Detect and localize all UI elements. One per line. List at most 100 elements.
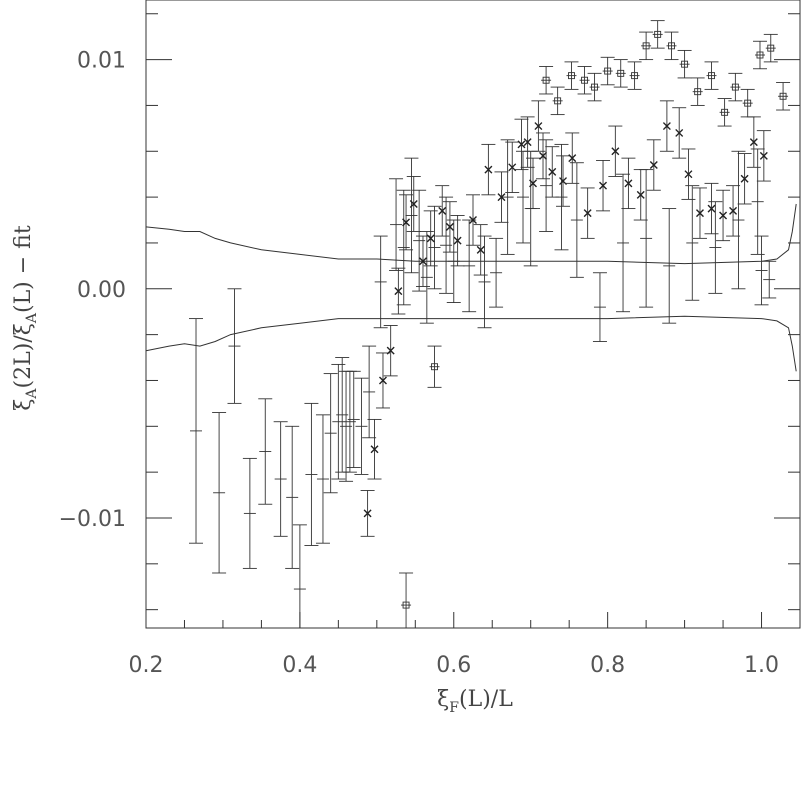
data-point <box>750 148 765 255</box>
data-point <box>737 153 752 205</box>
data-point <box>556 155 571 207</box>
data-point <box>690 77 705 106</box>
tick-labels: 0.2 0.4 0.6 0.8 1.0 −0.01 0.00 0.01 <box>59 49 779 678</box>
data-point <box>608 125 623 177</box>
data-point <box>756 130 771 182</box>
data-point <box>466 194 480 246</box>
data-point <box>762 260 777 299</box>
x-marker <box>453 236 462 245</box>
data-point <box>396 189 411 306</box>
data-point <box>391 267 406 315</box>
data-point <box>763 33 778 63</box>
x-marker <box>740 174 749 183</box>
data-point <box>212 412 227 574</box>
x-marker <box>469 216 477 225</box>
data-point <box>427 345 442 388</box>
data-point <box>754 235 769 306</box>
data-point <box>389 178 404 271</box>
data-point <box>450 214 465 267</box>
data-point <box>662 208 677 324</box>
data-point <box>646 139 661 191</box>
data-point <box>367 418 382 480</box>
x-marker <box>418 257 427 266</box>
data-point <box>592 272 607 342</box>
data-point <box>704 182 719 235</box>
data-point <box>342 370 357 473</box>
data-point <box>477 235 492 329</box>
data-point <box>399 194 414 251</box>
data-point <box>292 524 307 628</box>
y-tick-label: 0.01 <box>77 49 126 74</box>
y-tick-label: −0.01 <box>59 507 126 532</box>
data-point <box>740 88 755 118</box>
data-point <box>587 72 602 102</box>
data-point <box>399 572 414 628</box>
data-point <box>427 205 442 290</box>
data-point <box>672 107 687 159</box>
x-marker <box>445 222 454 231</box>
data-point <box>258 398 273 505</box>
x-marker <box>370 445 379 454</box>
data-point <box>704 61 719 90</box>
data-point <box>692 187 707 239</box>
y-axis-label: ξA(2L)/ξA(L) − fit <box>11 225 40 411</box>
x-tick-label: 0.8 <box>590 653 625 678</box>
data-point <box>520 116 535 168</box>
data-point <box>580 187 595 239</box>
data-point <box>633 169 648 221</box>
x-marker <box>426 234 435 243</box>
data-point <box>304 402 319 546</box>
x-marker <box>636 190 645 199</box>
data-point <box>227 288 242 404</box>
data-point <box>404 157 419 274</box>
x-marker <box>438 206 447 215</box>
data-point <box>613 59 628 88</box>
data-point <box>242 457 257 569</box>
data-point <box>500 139 515 255</box>
data-point <box>600 56 615 86</box>
plot-frame <box>145 0 801 629</box>
data-point <box>659 100 674 152</box>
x-marker <box>684 170 693 179</box>
x-marker <box>409 199 418 208</box>
data-point <box>383 325 398 377</box>
x-marker <box>378 376 387 385</box>
data-point <box>565 132 580 184</box>
data-point <box>545 146 560 198</box>
data-point <box>708 201 723 294</box>
fit-curves <box>145 203 797 372</box>
x-marker <box>476 245 485 254</box>
data-point <box>505 141 520 193</box>
axis-ticks <box>145 13 801 628</box>
data-point <box>554 143 569 251</box>
data-point <box>189 318 204 544</box>
x-marker <box>611 147 620 156</box>
data-point <box>752 40 767 70</box>
fit-curve <box>145 203 797 265</box>
x-marker <box>568 154 577 163</box>
data-point <box>677 49 692 79</box>
x-marker <box>539 151 548 160</box>
data-point <box>346 370 361 469</box>
data-point <box>415 235 430 287</box>
data-point <box>354 377 369 475</box>
data-point <box>331 363 346 480</box>
data-point <box>481 143 496 196</box>
x-tick-label: 0.4 <box>282 653 317 678</box>
data-point <box>596 159 611 212</box>
data-point <box>446 219 461 303</box>
x-marker <box>719 211 728 220</box>
x-marker <box>402 218 411 227</box>
plot-area <box>145 0 801 629</box>
data-point <box>728 72 743 102</box>
data-point <box>531 100 546 152</box>
data-point <box>423 210 438 267</box>
data-point <box>539 139 554 232</box>
x-axis-label: ξF(L)/L <box>437 687 513 716</box>
data-point <box>323 373 338 494</box>
data-point <box>315 414 330 544</box>
x-marker <box>386 346 395 355</box>
data-point <box>746 116 761 168</box>
data-point <box>577 66 592 95</box>
x-marker <box>523 138 532 147</box>
